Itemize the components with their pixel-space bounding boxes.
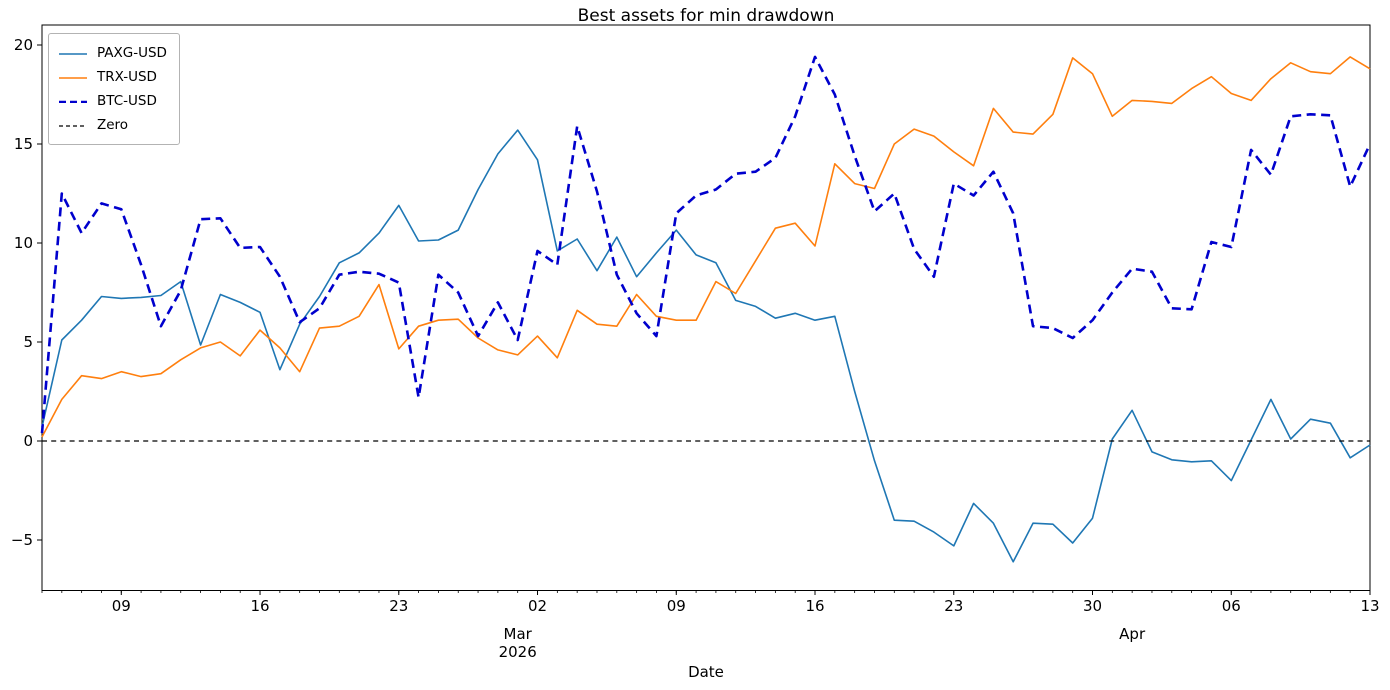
y-tick-label: 20 xyxy=(14,36,33,54)
x-month-label: Mar xyxy=(504,625,533,643)
y-tick-label: 0 xyxy=(23,432,33,450)
y-tick-label: 5 xyxy=(23,333,33,351)
x-tick-label: 23 xyxy=(944,597,963,615)
trx-usd-line xyxy=(41,56,1371,438)
y-tick-label: 15 xyxy=(14,135,33,153)
legend-label: Zero xyxy=(97,117,129,133)
legend-label: BTC-USD xyxy=(97,93,157,109)
legend-label: PAXG-USD xyxy=(97,45,167,61)
legend-item-btc-usd: BTC-USD xyxy=(58,89,167,113)
paxg-usd-line xyxy=(41,129,1371,563)
x-tick-label: 06 xyxy=(1222,597,1241,615)
legend-item-trx-usd: TRX-USD xyxy=(58,65,167,89)
legend-line-sample xyxy=(59,53,87,55)
x-tick-label: 23 xyxy=(389,597,408,615)
x-tick-label: 16 xyxy=(805,597,824,615)
x-tick-label: 13 xyxy=(1360,597,1379,615)
legend-item-zero: Zero xyxy=(58,113,167,137)
legend-label: TRX-USD xyxy=(97,69,157,85)
x-month-label: 2026 xyxy=(499,643,537,661)
legend-item-paxg-usd: PAXG-USD xyxy=(58,41,167,65)
x-tick-label: 16 xyxy=(250,597,269,615)
x-month-label: Apr xyxy=(1119,625,1146,643)
chart-title: Best assets for min drawdown xyxy=(577,6,835,26)
x-tick-label: 30 xyxy=(1083,597,1102,615)
legend: PAXG-USD TRX-USD BTC-USD Zero xyxy=(48,33,180,145)
y-tick-label: −5 xyxy=(11,531,33,549)
x-tick-label: 02 xyxy=(528,597,547,615)
x-tick-label: 09 xyxy=(112,597,131,615)
legend-line-sample xyxy=(59,100,87,103)
x-tick-label: 09 xyxy=(667,597,686,615)
legend-line-sample xyxy=(59,125,87,127)
axes-spines xyxy=(41,24,1371,591)
btc-usd-line xyxy=(40,55,1372,434)
legend-line-sample xyxy=(59,77,87,79)
y-tick-label: 10 xyxy=(14,234,33,252)
x-axis-label: Date xyxy=(688,663,724,681)
